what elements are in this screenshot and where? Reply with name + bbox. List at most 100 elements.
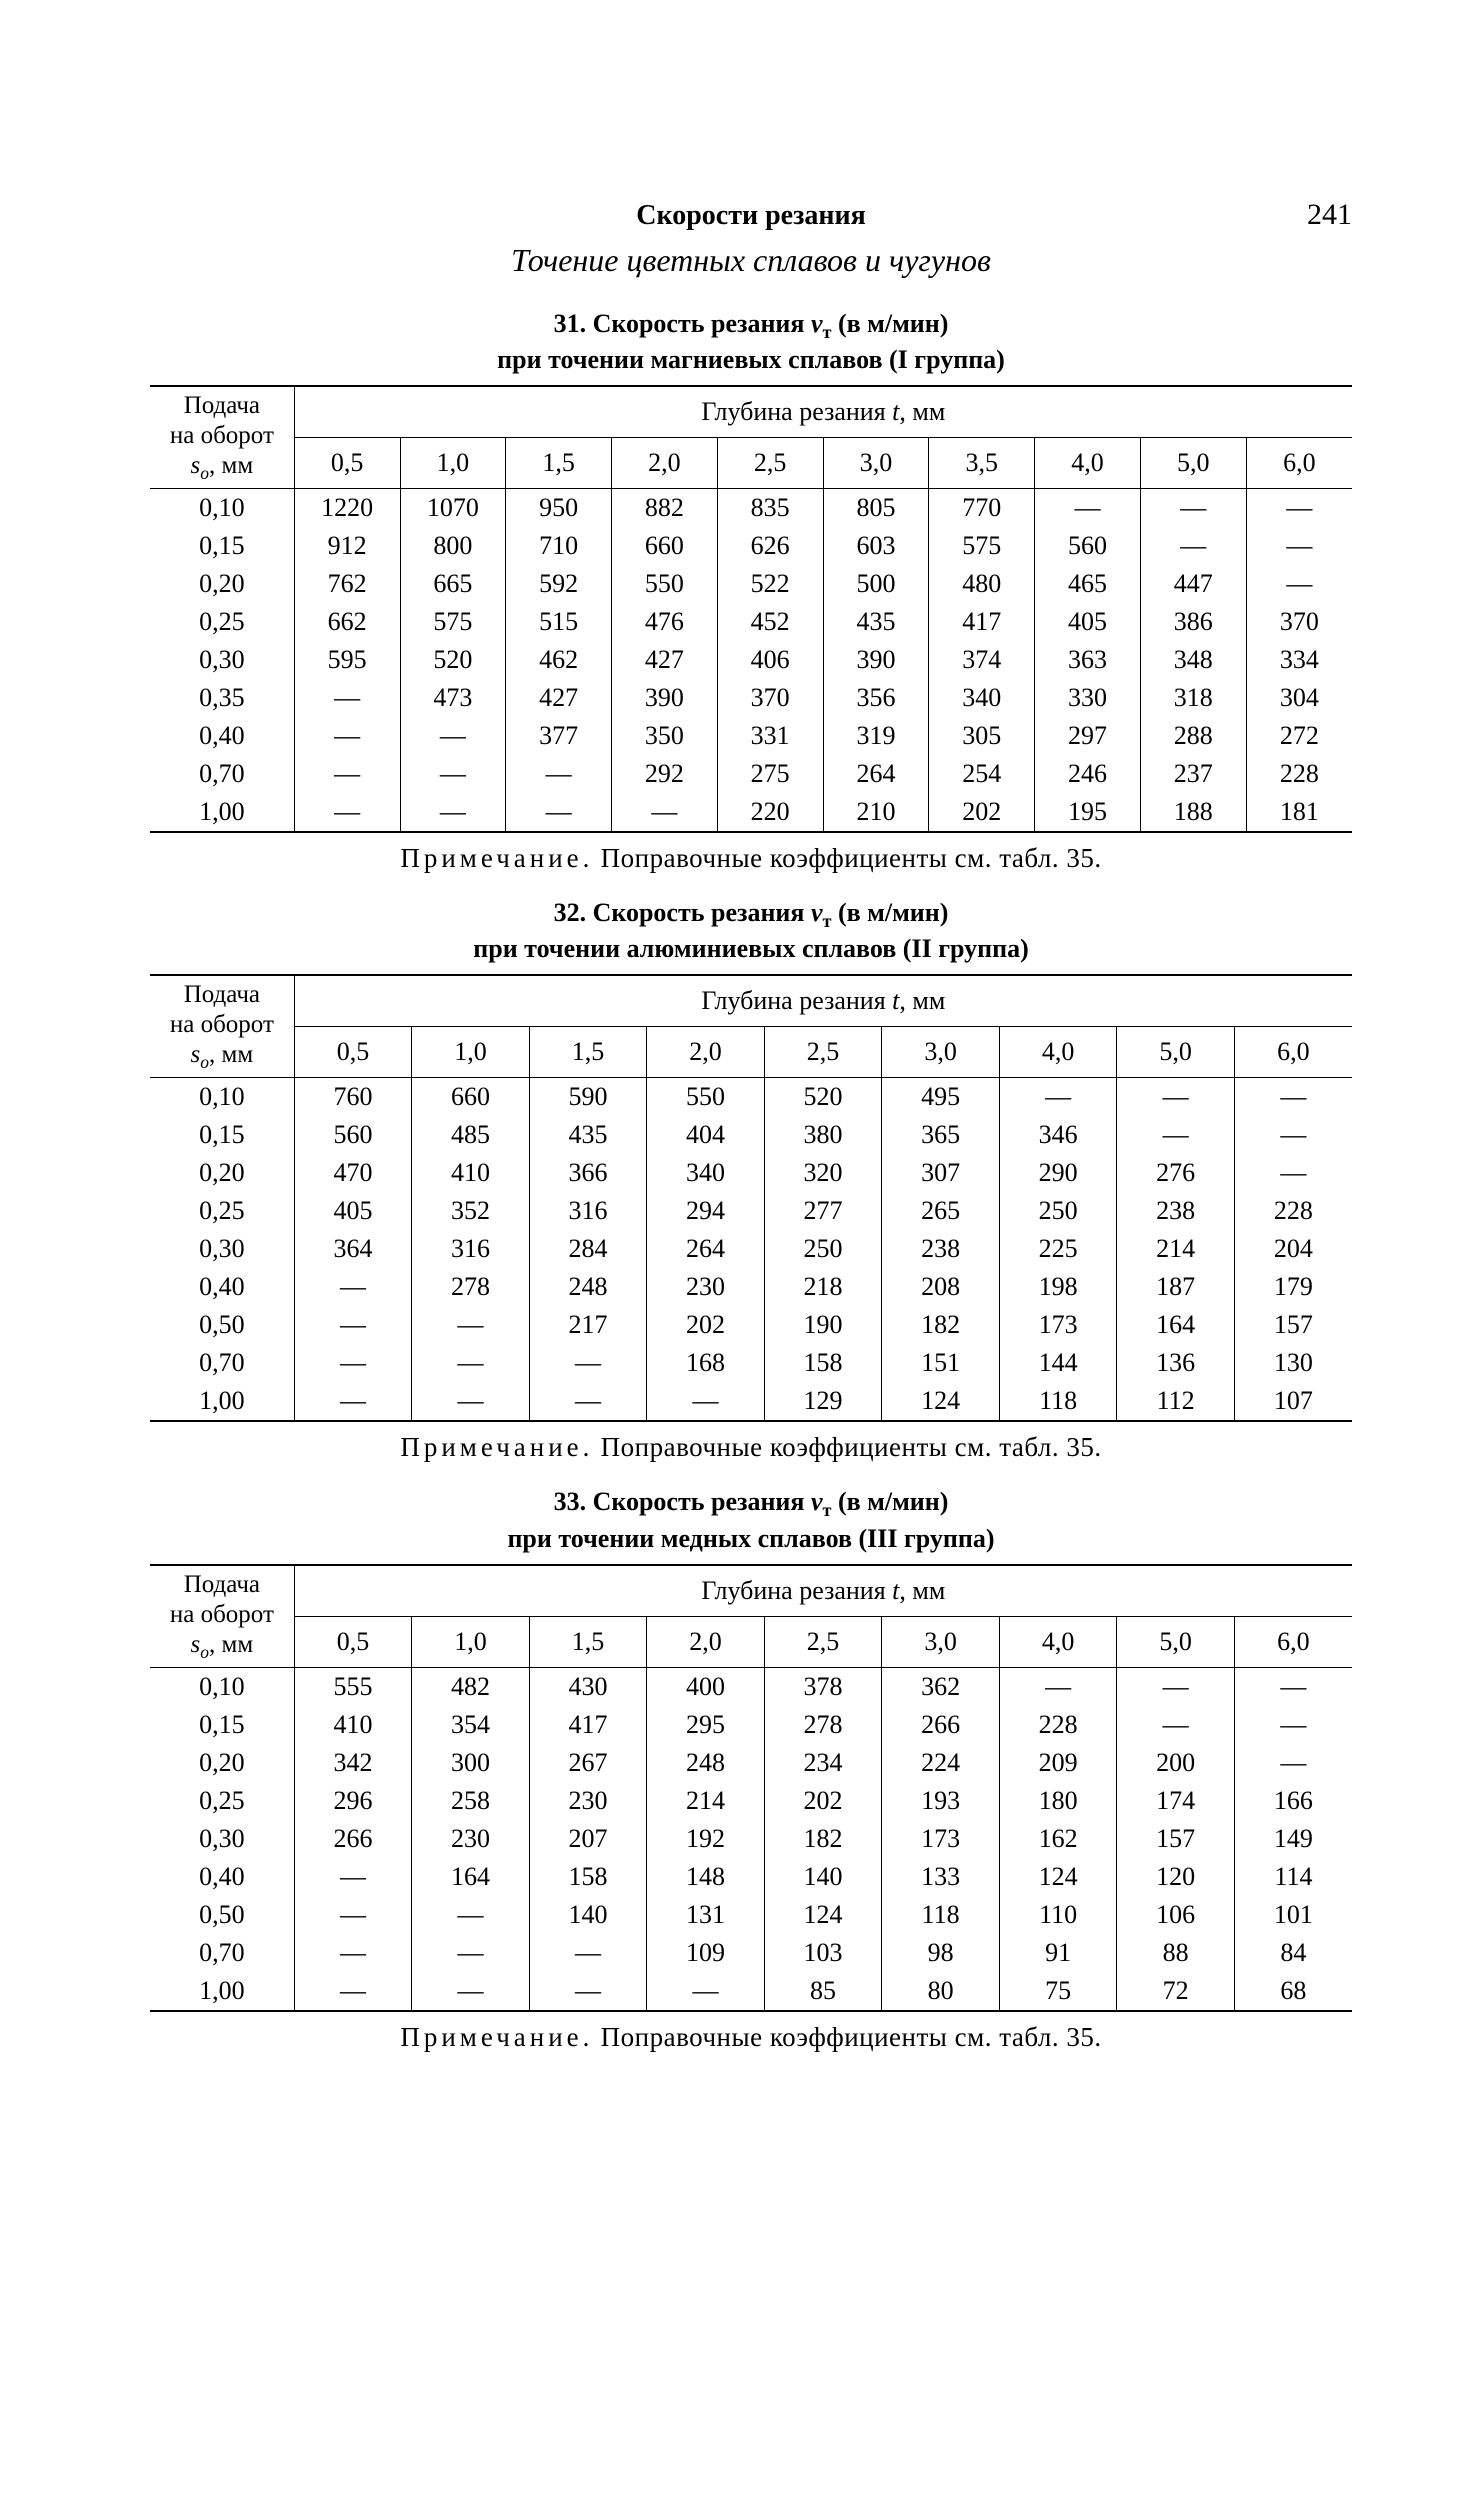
speed-cell: 207 xyxy=(529,1820,647,1858)
speed-cell: 133 xyxy=(882,1858,1000,1896)
speed-cell: 136 xyxy=(1117,1344,1235,1382)
speed-cell: 214 xyxy=(647,1782,765,1820)
speed-cell: 603 xyxy=(823,527,929,565)
depth-col-header: 6,0 xyxy=(1234,1027,1352,1078)
speed-cell: — xyxy=(412,1382,530,1421)
speed-cell: 800 xyxy=(400,527,506,565)
table-row: 0,50——140131124118110106101 xyxy=(150,1896,1352,1934)
table-note: Примечание. Поправочные коэффициенты см.… xyxy=(150,2022,1352,2053)
feed-value: 1,00 xyxy=(150,793,294,832)
speed-cell: — xyxy=(647,1382,765,1421)
depth-col-header: 3,5 xyxy=(929,438,1035,489)
speed-cell: 465 xyxy=(1035,565,1141,603)
speed-cell: 276 xyxy=(1117,1154,1235,1192)
table-row: 0,70———168158151144136130 xyxy=(150,1344,1352,1382)
speed-cell: 520 xyxy=(764,1078,882,1117)
depth-col-header: 0,5 xyxy=(294,1616,412,1667)
depth-col-header: 3,0 xyxy=(882,1027,1000,1078)
speed-cell: 495 xyxy=(882,1078,1000,1117)
speed-cell: 473 xyxy=(400,679,506,717)
feed-value: 0,30 xyxy=(150,1230,294,1268)
speed-cell: 264 xyxy=(647,1230,765,1268)
speed-cell: 198 xyxy=(999,1268,1117,1306)
speed-cell: 660 xyxy=(412,1078,530,1117)
speed-cell: — xyxy=(1246,565,1352,603)
speed-cell: 482 xyxy=(412,1667,530,1706)
speed-cell: 237 xyxy=(1140,755,1246,793)
speed-cell: 296 xyxy=(294,1782,412,1820)
note-prefix: Примечание. xyxy=(400,843,593,873)
speed-cell: 500 xyxy=(823,565,929,603)
speed-cell: 374 xyxy=(929,641,1035,679)
speed-cell: 595 xyxy=(294,641,400,679)
speed-cell: 230 xyxy=(412,1820,530,1858)
speed-cell: 575 xyxy=(400,603,506,641)
speed-cell: 187 xyxy=(1117,1268,1235,1306)
speed-cell: 164 xyxy=(1117,1306,1235,1344)
speed-cell: — xyxy=(1246,527,1352,565)
speed-cell: 72 xyxy=(1117,1972,1235,2011)
speed-cell: 662 xyxy=(294,603,400,641)
speed-cell: 485 xyxy=(412,1116,530,1154)
speed-cell: 575 xyxy=(929,527,1035,565)
speed-cell: 91 xyxy=(999,1934,1117,1972)
feed-value: 0,15 xyxy=(150,1706,294,1744)
speed-cell: 762 xyxy=(294,565,400,603)
speed-cell: 340 xyxy=(647,1154,765,1192)
speed-cell: 805 xyxy=(823,489,929,528)
table-row: 0,40——377350331319305297288272 xyxy=(150,717,1352,755)
speed-cell: 151 xyxy=(882,1344,1000,1382)
speed-cell: 124 xyxy=(882,1382,1000,1421)
feed-value: 0,50 xyxy=(150,1896,294,1934)
feed-value: 0,15 xyxy=(150,527,294,565)
speed-cell: — xyxy=(999,1078,1117,1117)
speed-cell: 288 xyxy=(1140,717,1246,755)
speed-cell: 278 xyxy=(412,1268,530,1306)
feed-value: 0,25 xyxy=(150,1192,294,1230)
depth-col-header: 6,0 xyxy=(1234,1616,1352,1667)
table-row: 0,20470410366340320307290276— xyxy=(150,1154,1352,1192)
depth-col-header: 1,5 xyxy=(506,438,612,489)
speed-cell: 297 xyxy=(1035,717,1141,755)
feed-value: 0,70 xyxy=(150,1344,294,1382)
speed-cell: 258 xyxy=(412,1782,530,1820)
speed-cell: 480 xyxy=(929,565,1035,603)
feed-value: 0,10 xyxy=(150,489,294,528)
speed-cell: 230 xyxy=(529,1782,647,1820)
speed-cell: 85 xyxy=(764,1972,882,2011)
speed-cell: 158 xyxy=(764,1344,882,1382)
feed-value: 0,10 xyxy=(150,1078,294,1117)
speed-cell: 162 xyxy=(999,1820,1117,1858)
speed-cell: 182 xyxy=(882,1306,1000,1344)
speed-cell: 410 xyxy=(412,1154,530,1192)
speed-cell: 354 xyxy=(412,1706,530,1744)
speed-cell: 365 xyxy=(882,1116,1000,1154)
speed-cell: 550 xyxy=(612,565,718,603)
table-row: 1,00————129124118112107 xyxy=(150,1382,1352,1421)
speed-cell: 400 xyxy=(647,1667,765,1706)
feed-header-line3: sо, мм xyxy=(154,1040,290,1073)
speed-cell: 238 xyxy=(1117,1192,1235,1230)
speed-cell: 390 xyxy=(612,679,718,717)
speed-cell: 346 xyxy=(999,1116,1117,1154)
speed-cell: 665 xyxy=(400,565,506,603)
speed-cell: 430 xyxy=(529,1667,647,1706)
speed-cell: 118 xyxy=(999,1382,1117,1421)
table-row: 0,25662575515476452435417405386370 xyxy=(150,603,1352,641)
speed-cell: 835 xyxy=(717,489,823,528)
table-row: 0,40—278248230218208198187179 xyxy=(150,1268,1352,1306)
speed-cell: 266 xyxy=(294,1820,412,1858)
speed-cell: — xyxy=(294,755,400,793)
cutting-speed-table: Подачана оборотsо, ммГлубина резания t, … xyxy=(150,1564,1352,2012)
speed-cell: — xyxy=(1117,1706,1235,1744)
speed-cell: 103 xyxy=(764,1934,882,1972)
feed-value: 0,40 xyxy=(150,1268,294,1306)
speed-cell: 950 xyxy=(506,489,612,528)
speed-cell: 248 xyxy=(529,1268,647,1306)
speed-cell: 107 xyxy=(1234,1382,1352,1421)
feed-header: Подачана оборотsо, мм xyxy=(150,386,294,489)
speed-cell: 246 xyxy=(1035,755,1141,793)
speed-cell: 304 xyxy=(1246,679,1352,717)
page: Скорости резания 241 Точение цветных спл… xyxy=(0,0,1472,2496)
speed-cell: 710 xyxy=(506,527,612,565)
